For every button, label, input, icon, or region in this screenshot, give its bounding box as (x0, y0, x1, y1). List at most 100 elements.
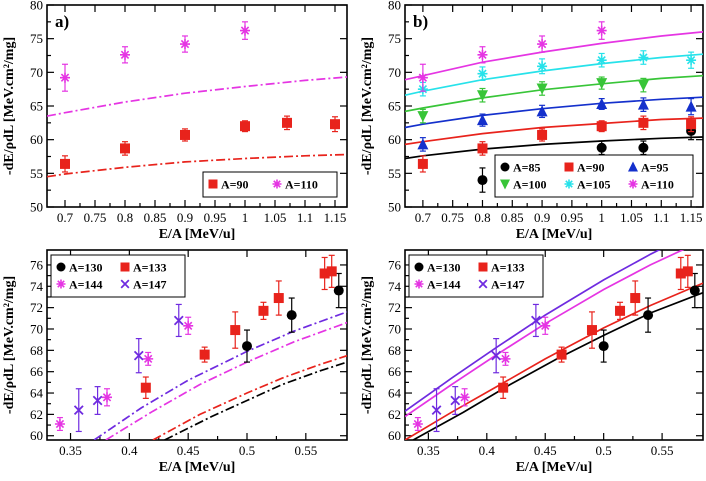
data-point-A-133 (556, 349, 567, 360)
legend-label: A=144 (427, 278, 461, 292)
data-point-A-133 (199, 349, 210, 360)
data-point-A-85 (596, 142, 607, 153)
data-point-A-95 (637, 98, 649, 110)
data-point-A-90 (417, 158, 428, 169)
panel-a: 0.7 0.75 0.8 0.85 0.9 0.95 1 1.05 1.1 1.15 50 55 60 6… (2, 0, 348, 242)
data-point-A-110 (417, 72, 428, 83)
data-point-A-110 (60, 72, 70, 83)
points-b (417, 21, 697, 193)
legend-box (202, 171, 338, 198)
y-tick-label: 62 (388, 407, 401, 422)
data-point-A-90 (282, 117, 292, 128)
data-point-A-100 (536, 83, 548, 95)
data-point-A-105 (686, 55, 697, 66)
data-point-A-133 (586, 325, 597, 336)
data-point-A-110 (477, 49, 488, 60)
legend-box (494, 154, 694, 198)
data-point-A-144 (500, 353, 511, 364)
x-tick-label: 0.5 (239, 443, 255, 458)
x-tick-label: 0.8 (117, 210, 133, 225)
data-point-A-133 (498, 382, 509, 393)
legend-label: A=133 (491, 261, 525, 275)
y-tick-label: 66 (388, 364, 402, 379)
x-tick-label: 1 (242, 210, 249, 225)
legend-marker-A-147 (478, 279, 488, 289)
data-point-A-110 (596, 25, 607, 36)
data-point-A-144 (102, 392, 112, 403)
legend-marker-A-110 (628, 179, 638, 189)
data-point-A-133 (230, 325, 241, 336)
fit-curve-A-133 (405, 282, 703, 440)
legend-marker-A-130 (56, 262, 66, 272)
legend-c: A=130 A=133 A=144 A=147 (50, 254, 186, 298)
data-point-A-105 (638, 52, 649, 63)
y-tick-label: 60 (388, 428, 401, 443)
fit-curve-A-130 (164, 361, 347, 440)
fit-curve-A-100 (405, 74, 703, 113)
y-tick-label: 55 (30, 166, 43, 181)
x-tick-label: 1 (598, 210, 605, 225)
y-tick-label: 60 (30, 428, 43, 443)
legend-marker-A-90 (564, 162, 574, 172)
data-point-A-95 (417, 138, 429, 150)
x-tick-label: 0.75 (84, 210, 107, 225)
data-point-A-133 (682, 266, 693, 277)
data-point-A-95 (536, 105, 548, 117)
legend-marker-A-133 (120, 262, 130, 272)
data-point-A-130 (286, 310, 297, 321)
data-point-A-110 (120, 49, 130, 60)
data-point-A-90 (477, 143, 488, 154)
data-point-A-95 (685, 100, 697, 112)
points-c (54, 254, 344, 433)
x-axis-title: E/A [MeV/u] (516, 227, 593, 242)
x-tick-label: 1.15 (680, 210, 703, 225)
y-axis-title: -dE/ρdL [MeV.cm²/mg] (360, 276, 375, 414)
data-point-A-90 (686, 119, 697, 130)
legend-marker-A-144 (414, 279, 424, 289)
x-tick-label: 0.7 (57, 210, 74, 225)
x-tick-label: 0.75 (441, 210, 464, 225)
legend-marker-A-90 (208, 179, 218, 189)
data-point-A-147 (491, 350, 502, 361)
data-point-A-90 (120, 143, 130, 154)
legend-label: A=90 (221, 178, 249, 192)
data-point-A-144 (183, 320, 194, 331)
x-tick-label: 0.35 (59, 443, 82, 458)
x-tick-label: 0.35 (417, 443, 440, 458)
x-axis-title: E/A [MeV/u] (516, 460, 593, 475)
data-point-A-133 (630, 293, 641, 304)
legend-label: A=144 (69, 278, 103, 292)
legend-label: A=105 (577, 178, 611, 192)
points-a (60, 21, 340, 173)
legend-label: A=110 (641, 178, 674, 192)
y-tick-label: 60 (388, 132, 401, 147)
y-axis-title: -dE/ρdL [MeV.cm²/mg] (360, 37, 375, 175)
data-point-A-110 (240, 25, 250, 36)
panel-c: 0.35 0.4 0.45 0.5 0.55 60 62 64 66 68 70 72 74 76 E/A … (2, 249, 348, 475)
y-axis-title: -dE/ρdL [MeV.cm²/mg] (2, 37, 17, 175)
legend-label: A=147 (491, 278, 525, 292)
data-point-A-105 (596, 55, 607, 66)
y-tick-label: 70 (388, 65, 401, 80)
data-point-A-90 (537, 129, 548, 140)
y-tick-label: 70 (30, 321, 43, 336)
fit-curve-A-90 (47, 153, 347, 178)
y-tick-label: 72 (30, 300, 43, 315)
y-tick-label: 65 (30, 99, 43, 114)
y-tick-label: 80 (388, 0, 401, 13)
legend-d: A=130 A=133 A=144 A=147 (408, 254, 544, 298)
data-point-A-130 (643, 310, 654, 321)
x-tick-label: 0.45 (177, 443, 200, 458)
y-tick-label: 55 (388, 166, 401, 181)
legend-label: A=130 (427, 261, 461, 275)
fit-curve-A-110 (47, 76, 347, 117)
data-point-A-133 (273, 293, 284, 304)
x-tick-label: 0.45 (534, 443, 557, 458)
x-tick-label: 0.95 (561, 210, 584, 225)
y-tick-label: 65 (388, 99, 401, 114)
y-tick-label: 64 (30, 386, 44, 401)
data-point-A-90 (330, 119, 340, 130)
legend-marker-A-100 (500, 179, 510, 190)
data-point-A-130 (242, 341, 252, 352)
data-point-A-130 (333, 285, 344, 296)
